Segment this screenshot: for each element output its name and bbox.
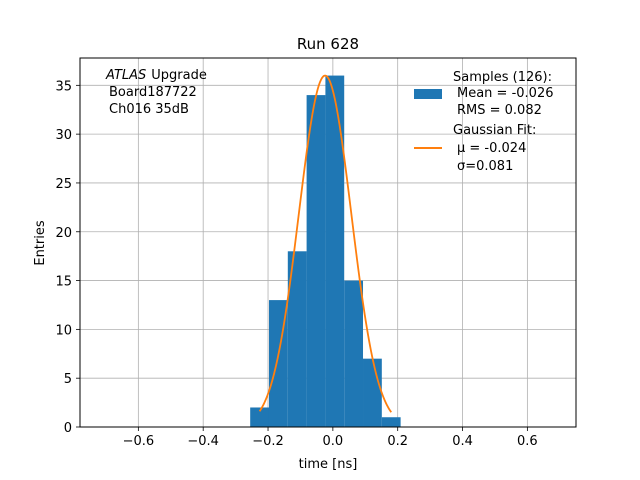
annotation-line-1: ATLAS Upgrade [105,68,207,83]
histogram-bar [363,358,382,427]
legend-fit-sigma: σ=0.081 [457,159,513,174]
legend-samples-rms: RMS = 0.082 [457,103,542,118]
y-axis-label: Entries [33,220,48,266]
x-axis-label: time [ns] [299,457,358,472]
y-tick-label: 15 [55,275,72,290]
legend-fit-mu: μ = -0.024 [457,141,526,156]
legend-fit-title: Gaussian Fit: [453,123,536,138]
histogram-bar [381,417,401,427]
legend-swatch-samples [414,89,442,99]
histogram-bar [325,75,345,428]
y-tick-label: 35 [55,79,72,94]
x-tick-label: 0.0 [323,434,344,449]
y-tick-label: 20 [55,226,72,241]
annotation-block: ATLAS Upgrade Board187722 Ch016 35dB [105,68,207,117]
x-tick-label: −0.6 [123,434,155,449]
x-tick-label: 0.6 [517,434,538,449]
legend-samples-title: Samples (126): [453,70,552,85]
y-tick-label: 25 [55,177,72,192]
legend: Samples (126): Mean = -0.026 RMS = 0.082… [414,70,553,174]
legend-samples-mean: Mean = -0.026 [457,86,553,101]
gaussian-fit-line-group [258,74,392,413]
x-axis-ticks: −0.6 −0.4 −0.2 0.0 0.2 0.4 0.6 [123,427,538,449]
annotation-upgrade: Upgrade [151,68,207,83]
annotation-board: Board187722 [109,85,197,100]
y-axis-ticks: 0 5 10 15 20 25 30 35 [55,79,80,436]
histogram-bar [250,407,269,427]
y-tick-label: 30 [55,128,72,143]
x-tick-label: −0.2 [252,434,284,449]
y-tick-label: 5 [64,372,72,387]
y-tick-label: 10 [55,323,72,338]
annotation-atlas: ATLAS [105,68,146,83]
x-tick-label: 0.4 [452,434,473,449]
y-tick-label: 0 [64,421,72,436]
histogram-bars [250,75,401,428]
x-tick-label: 0.2 [387,434,408,449]
annotation-channel: Ch016 35dB [109,102,189,117]
x-tick-label: −0.4 [187,434,219,449]
gaussian-fit-line [258,74,392,413]
chart-title: Run 628 [297,35,359,53]
histogram-bar [306,95,326,427]
histogram-bar [344,280,364,427]
plot-frame [79,57,577,428]
histogram-bar [287,251,307,427]
